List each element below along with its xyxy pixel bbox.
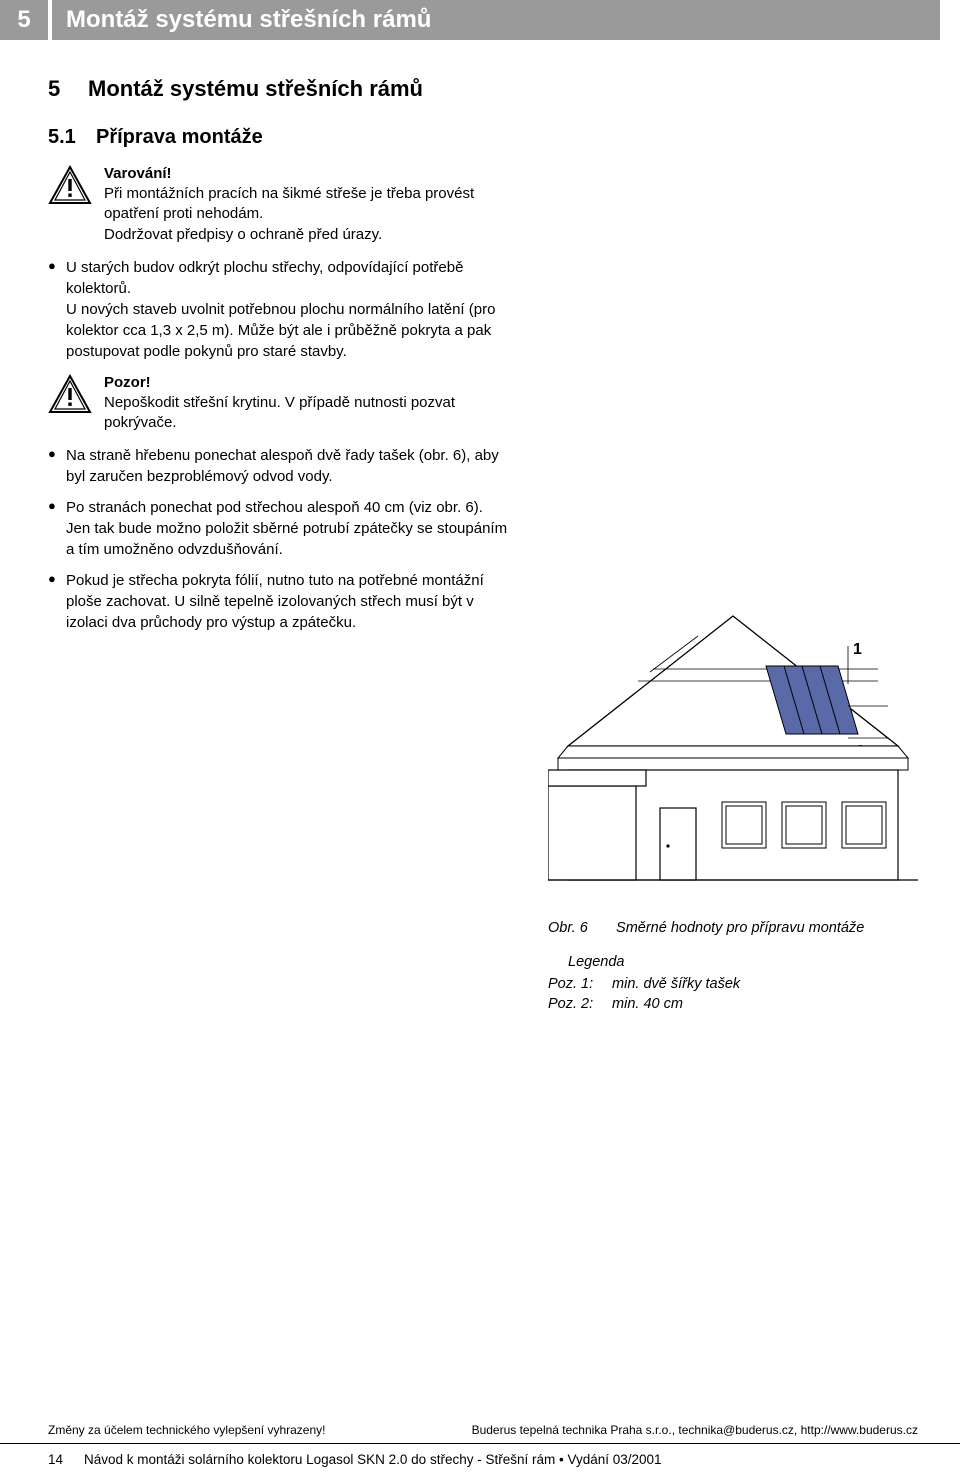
subsection-number: 5.1 [48, 126, 96, 149]
warning-block: Varování! Při montážních pracích na šikm… [48, 165, 508, 245]
footer-disclaimer: Změny za účelem technického vylepšení vy… [48, 1423, 325, 1437]
subsection-heading: 5.1Příprava montáže [48, 126, 508, 149]
section-number: 5 [48, 76, 88, 102]
page-number: 14 [48, 1452, 84, 1467]
caution-text: Nepoškodit střešní krytinu. V případě nu… [104, 393, 508, 434]
figure-6: 1 2 [548, 596, 918, 1012]
section-heading: 5Montáž systému střešních rámů [48, 76, 508, 102]
footer-doc-title: Návod k montáži solárního kolektoru Loga… [84, 1452, 662, 1467]
section-title: Montáž systému střešních rámů [88, 76, 423, 101]
warning-text-2: Dodržovat předpisy o ochraně před úrazy. [104, 225, 508, 245]
page-footer: Změny za účelem technického vylepšení vy… [0, 1423, 960, 1481]
subsection-title: Příprava montáže [96, 126, 263, 148]
house-diagram: 1 2 [548, 596, 918, 906]
legend-title: Legenda [568, 954, 918, 970]
caution-block: Pozor! Nepoškodit střešní krytinu. V pří… [48, 374, 508, 434]
legend-value: min. 40 cm [612, 996, 683, 1012]
caution-title: Pozor! [104, 374, 508, 391]
chapter-title: Montáž systému střešních rámů [52, 0, 940, 40]
chapter-header: 5 Montáž systému střešních rámů [0, 0, 960, 40]
list-item: Na straně hřebenu ponechat alespoň dvě ř… [48, 445, 508, 487]
warning-text-1: Při montážních pracích na šikmé střeše j… [104, 184, 508, 225]
figure-legend: Legenda Poz. 1: min. dvě šířky tašek Poz… [548, 954, 918, 1012]
legend-key: Poz. 2: [548, 996, 608, 1012]
callout-1: 1 [853, 641, 862, 658]
footer-contact: Buderus tepelná technika Praha s.r.o., t… [472, 1423, 918, 1437]
bullet-text: U nových staveb uvolnit potřebnou plochu… [66, 301, 495, 360]
bullet-list-1: U starých budov odkrýt plochu střechy, o… [48, 257, 508, 362]
chapter-number-tab: 5 [0, 0, 48, 40]
list-item: Po stranách ponechat pod střechou alespo… [48, 497, 508, 560]
bullet-list-2: Na straně hřebenu ponechat alespoň dvě ř… [48, 445, 508, 633]
list-item: Pokud je střecha pokryta fólií, nutno tu… [48, 570, 508, 633]
legend-value: min. dvě šířky tašek [612, 976, 740, 992]
legend-key: Poz. 1: [548, 976, 608, 992]
warning-title: Varování! [104, 165, 508, 182]
list-item: U starých budov odkrýt plochu střechy, o… [48, 257, 508, 362]
figure-caption: Obr. 6 Směrné hodnoty pro přípravu montá… [548, 920, 918, 936]
bullet-text: U starých budov odkrýt plochu střechy, o… [66, 259, 463, 297]
figure-caption-text: Směrné hodnoty pro přípravu montáže [616, 920, 864, 936]
figure-label: Obr. 6 [548, 920, 612, 936]
warning-icon [48, 165, 92, 245]
warning-icon [48, 374, 92, 434]
